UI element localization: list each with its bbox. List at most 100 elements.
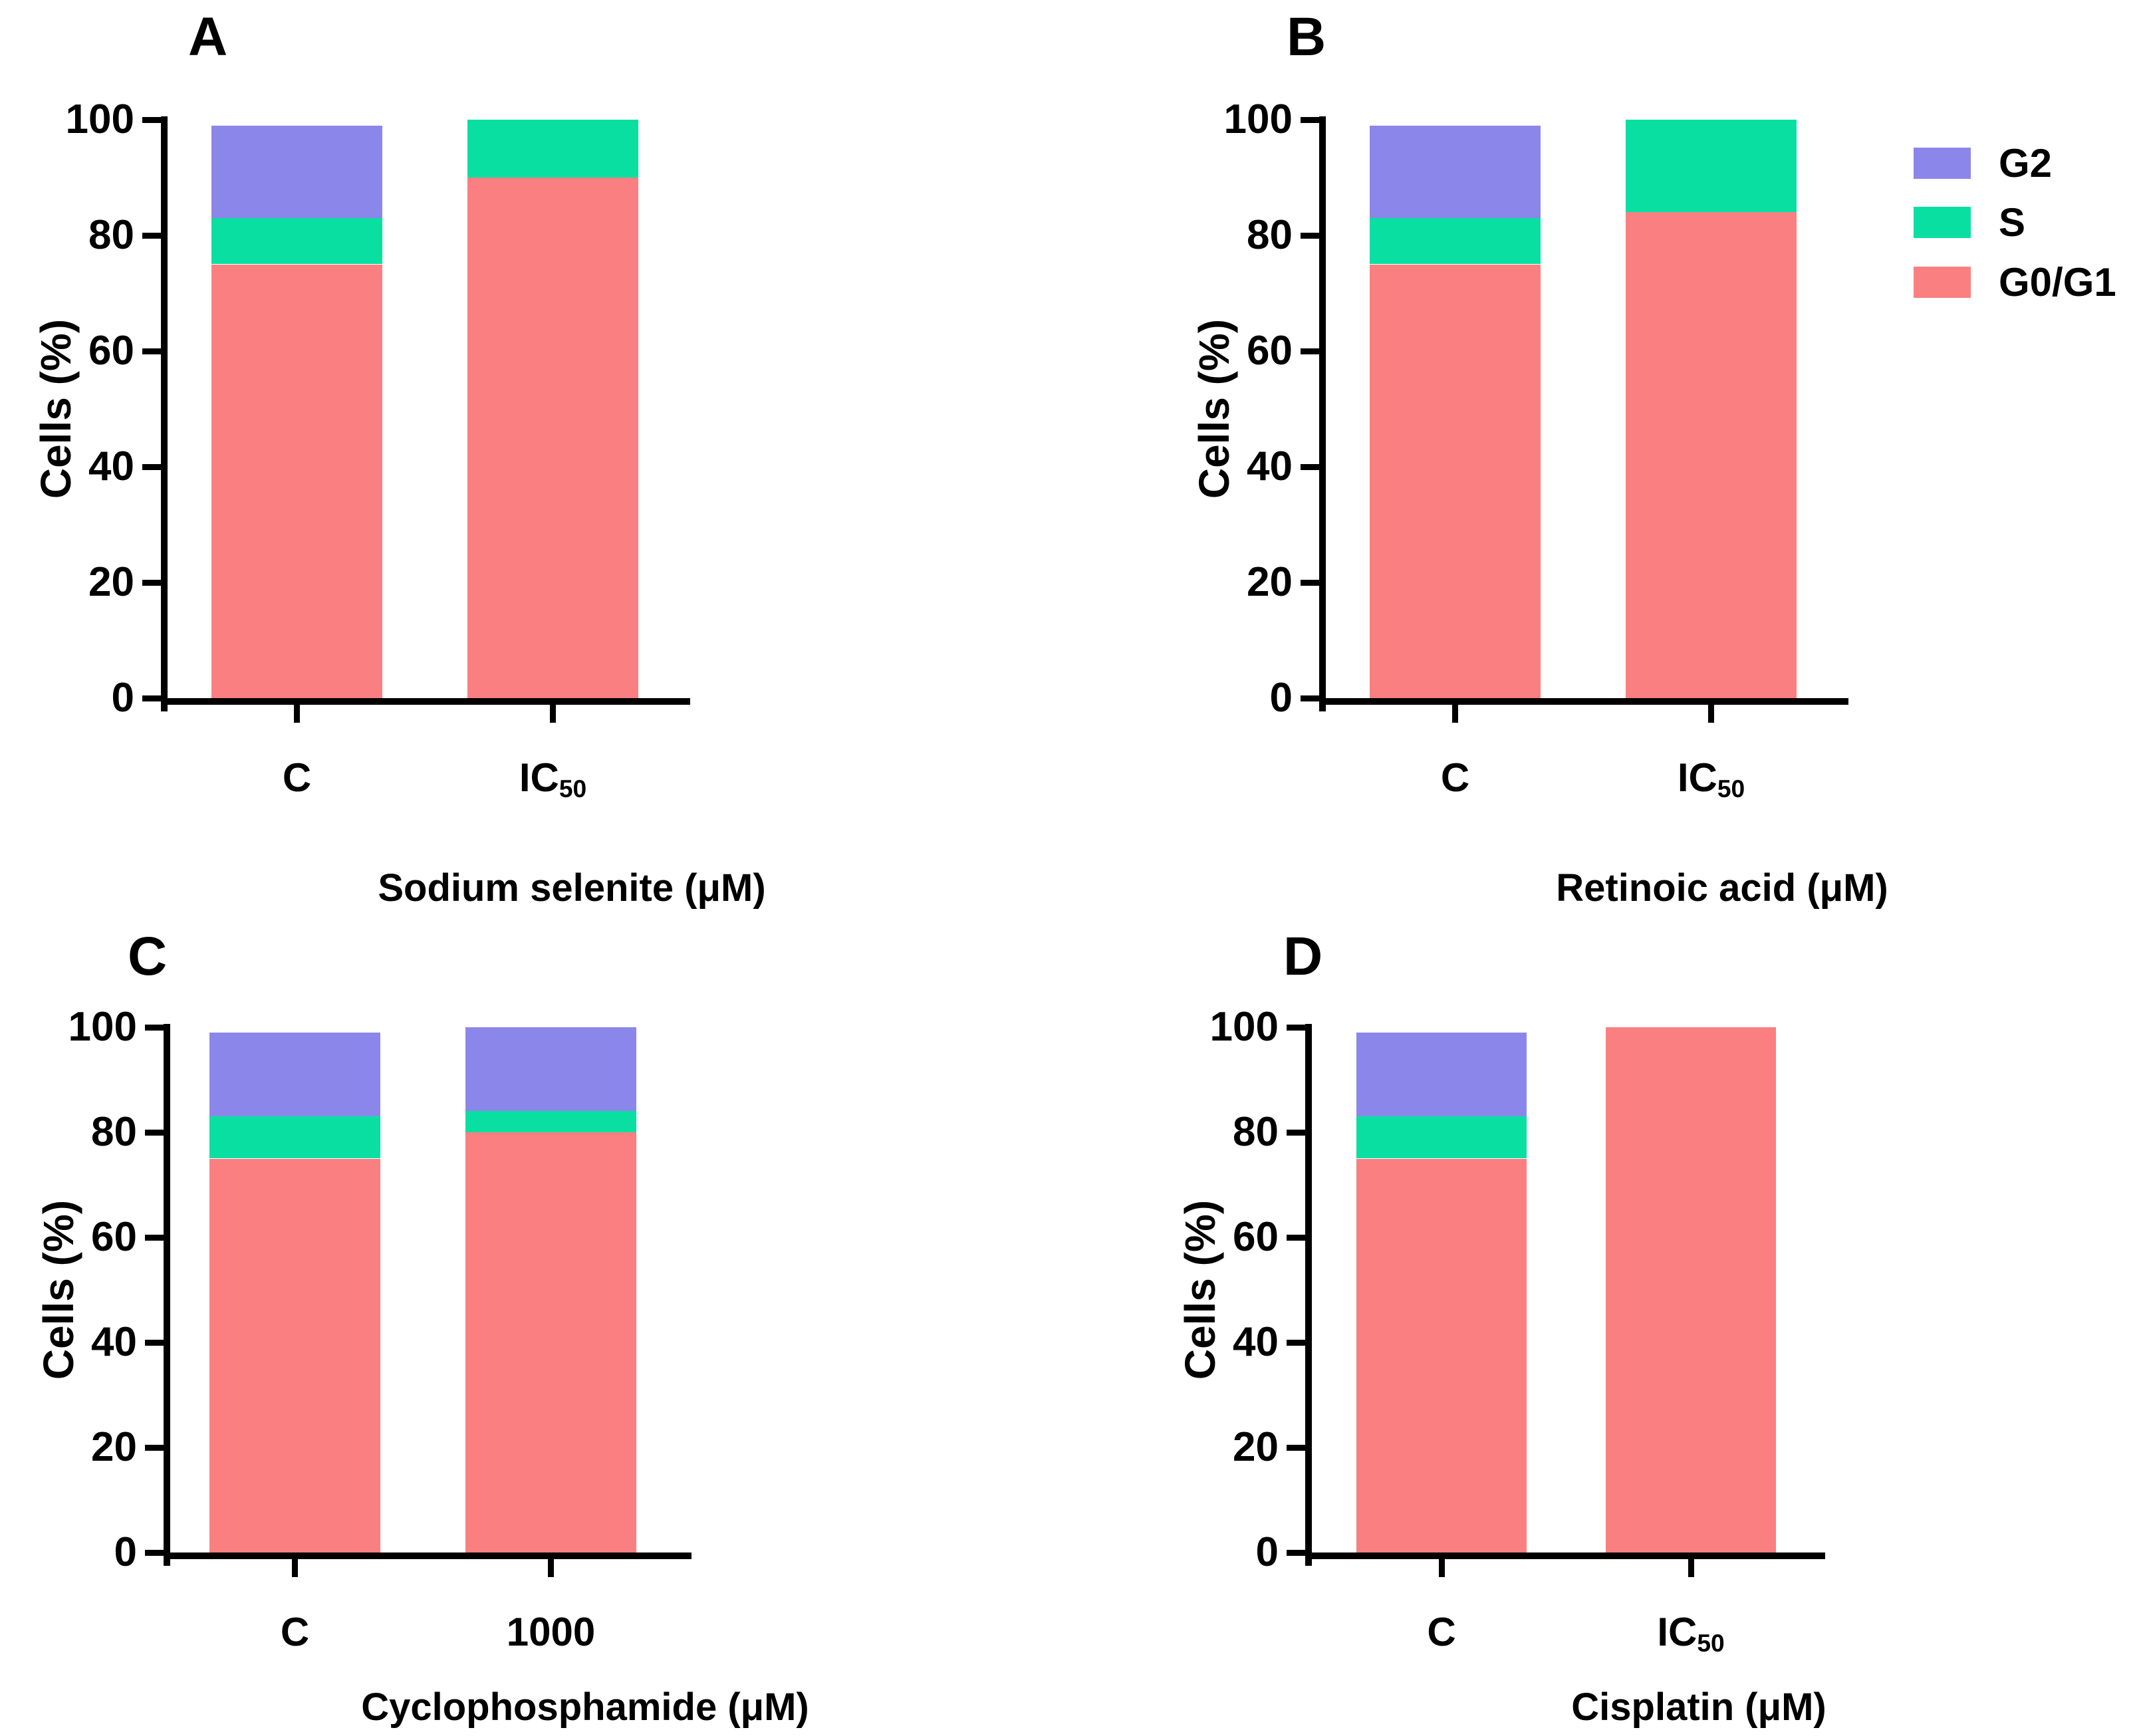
x-axis-line bbox=[161, 698, 690, 705]
y-axis-tick bbox=[142, 232, 161, 239]
y-tick-label: 80 bbox=[1233, 1109, 1279, 1155]
x-axis-title: Retinoic acid (μM) bbox=[1556, 866, 1888, 910]
x-axis-tick bbox=[1452, 705, 1458, 723]
bar-segment-s bbox=[1370, 217, 1541, 265]
y-tick-label: 20 bbox=[88, 559, 134, 605]
y-tick-label: 100 bbox=[68, 1004, 137, 1050]
y-tick-label: 20 bbox=[1247, 559, 1293, 605]
bar-segment-g0g1 bbox=[467, 178, 638, 698]
y-axis-tick bbox=[1301, 116, 1319, 123]
y-axis-line bbox=[161, 116, 168, 711]
y-axis-tick bbox=[142, 116, 161, 123]
y-tick-label: 60 bbox=[1233, 1214, 1279, 1260]
y-axis-tick bbox=[1287, 1024, 1305, 1031]
y-axis-tick bbox=[142, 348, 161, 354]
x-axis-title: Cisplatin (μM) bbox=[1571, 1685, 1826, 1729]
y-tick-label: 40 bbox=[88, 443, 134, 489]
x-axis-tick bbox=[548, 1559, 554, 1577]
y-tick-label: 80 bbox=[1247, 212, 1293, 258]
y-tick-label: 0 bbox=[114, 1529, 137, 1575]
y-axis-tick bbox=[1287, 1129, 1305, 1136]
category-label-text: IC bbox=[1657, 1610, 1697, 1654]
y-axis-tick bbox=[142, 579, 161, 586]
category-label-text: 1000 bbox=[506, 1610, 596, 1654]
y-axis-tick bbox=[145, 1129, 164, 1136]
y-tick-label: 20 bbox=[91, 1424, 137, 1470]
category-label-subscript: 50 bbox=[1717, 774, 1745, 803]
bar-segment-g0g1 bbox=[209, 1158, 380, 1552]
bar-segment-g2 bbox=[465, 1027, 636, 1112]
y-tick-label: 40 bbox=[1247, 443, 1293, 489]
bar-segment-s bbox=[1626, 120, 1797, 213]
y-tick-label: 20 bbox=[1233, 1424, 1279, 1470]
y-axis-tick bbox=[145, 1234, 164, 1241]
legend-label-s: S bbox=[1999, 199, 2026, 245]
category-label-text: C bbox=[282, 755, 312, 800]
y-tick-label: 60 bbox=[91, 1214, 137, 1260]
legend-swatch-g2 bbox=[1914, 148, 1971, 179]
y-axis-tick bbox=[1287, 1339, 1305, 1346]
bar-segment-s bbox=[467, 120, 638, 178]
bar-segment-g2 bbox=[211, 125, 382, 218]
y-tick-label: 80 bbox=[88, 212, 134, 258]
bar-segment-g2 bbox=[1370, 125, 1541, 218]
bar-segment-s bbox=[209, 1116, 380, 1159]
category-label-subscript: 50 bbox=[1697, 1628, 1725, 1657]
y-axis-tick bbox=[145, 1444, 164, 1451]
x-axis-tick bbox=[1438, 1559, 1445, 1577]
y-axis-tick bbox=[142, 695, 161, 701]
x-axis-tick bbox=[1688, 1559, 1694, 1577]
panel-letter: B bbox=[1287, 7, 1326, 67]
y-axis-tick bbox=[1301, 579, 1319, 586]
panel-letter: D bbox=[1283, 926, 1323, 987]
category-label: IC50 bbox=[1578, 1609, 1804, 1666]
bar-segment-g2 bbox=[1356, 1032, 1527, 1117]
legend-swatch-g0g1 bbox=[1914, 267, 1971, 298]
category-label: C bbox=[1328, 1609, 1555, 1656]
category-label: 1000 bbox=[438, 1609, 664, 1656]
bar-segment-s bbox=[211, 217, 382, 265]
x-axis-tick bbox=[1708, 705, 1714, 723]
panel-letter: C bbox=[128, 926, 168, 987]
bar-segment-s bbox=[1356, 1116, 1527, 1159]
y-tick-label: 60 bbox=[88, 328, 134, 374]
x-axis-tick bbox=[294, 705, 300, 723]
bar-segment-g0g1 bbox=[1370, 264, 1541, 698]
category-label-text: C bbox=[1440, 755, 1470, 800]
y-axis-tick bbox=[1287, 1444, 1305, 1451]
y-axis-tick bbox=[1301, 348, 1319, 354]
y-axis-tick bbox=[1287, 1234, 1305, 1241]
category-label-text: IC bbox=[519, 755, 559, 800]
bar-segment-g0g1 bbox=[465, 1132, 636, 1552]
y-axis-line bbox=[1305, 1024, 1312, 1566]
y-axis-tick bbox=[142, 463, 161, 470]
bar-segment-g0g1 bbox=[211, 264, 382, 698]
category-label-text: C bbox=[280, 1610, 310, 1654]
x-axis-line bbox=[1305, 1552, 1825, 1559]
category-label: IC50 bbox=[1598, 755, 1824, 812]
y-axis-line bbox=[1319, 116, 1326, 711]
x-axis-line bbox=[164, 1552, 691, 1559]
bar-segment-s bbox=[465, 1111, 636, 1132]
x-axis-line bbox=[1319, 698, 1848, 705]
y-axis-tick bbox=[1287, 1549, 1305, 1556]
y-tick-label: 100 bbox=[1223, 96, 1293, 142]
y-axis-tick bbox=[1301, 695, 1319, 701]
category-label-text: C bbox=[1427, 1610, 1456, 1654]
y-axis-tick bbox=[145, 1024, 164, 1031]
y-axis-tick bbox=[145, 1339, 164, 1346]
legend-swatch-s bbox=[1914, 207, 1971, 238]
y-tick-label: 0 bbox=[111, 675, 134, 721]
panel-letter: A bbox=[188, 7, 228, 67]
x-axis-title: Cyclophosphamide (μM) bbox=[361, 1685, 809, 1729]
y-tick-label: 0 bbox=[1269, 675, 1293, 721]
x-axis-tick bbox=[292, 1559, 298, 1577]
bar-segment-g0g1 bbox=[1626, 212, 1797, 698]
category-label: C bbox=[184, 755, 410, 801]
y-tick-label: 100 bbox=[1209, 1004, 1279, 1050]
